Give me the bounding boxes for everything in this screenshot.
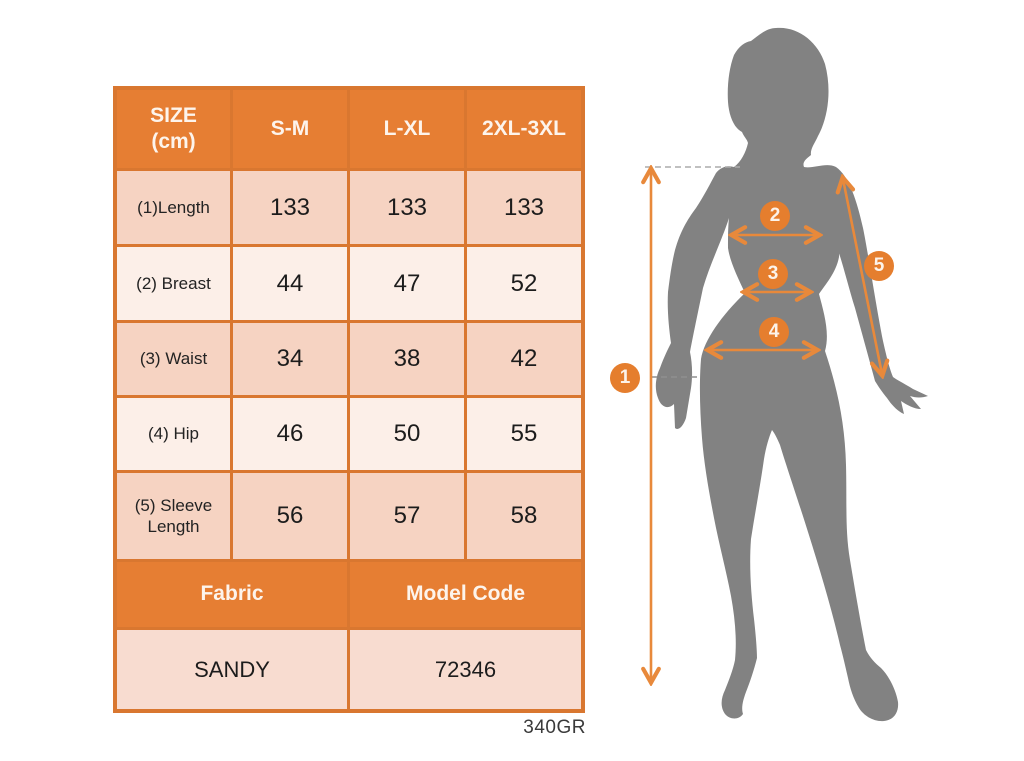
measure-badge-4: 4 (759, 317, 789, 347)
row-label-sleeve-length: (5) Sleeve Length (117, 473, 230, 559)
row-label-waist: (3) Waist (117, 323, 230, 395)
fabric-value: SANDY (117, 630, 347, 709)
value-breast-2xl-3xl: 52 (467, 247, 581, 320)
sleeve-arrow (843, 179, 882, 374)
measure-badge-5: 5 (864, 251, 894, 281)
column-header-s-m: S-M (233, 90, 347, 168)
value-sleeve-s-m: 56 (233, 473, 347, 559)
weight-note: 340GR (523, 717, 586, 738)
value-waist-2xl-3xl: 42 (467, 323, 581, 395)
model-code-header: Model Code (350, 562, 581, 627)
size-unit-header: SIZE (cm) (117, 90, 230, 168)
value-hip-l-xl: 50 (350, 398, 464, 470)
value-waist-l-xl: 38 (350, 323, 464, 395)
measure-badge-1: 1 (610, 363, 640, 393)
value-waist-s-m: 34 (233, 323, 347, 395)
value-length-2xl-3xl: 133 (467, 171, 581, 244)
measure-badge-2: 2 (760, 201, 790, 231)
value-sleeve-l-xl: 57 (350, 473, 464, 559)
column-header-l-xl: L-XL (350, 90, 464, 168)
measure-badge-3: 3 (758, 259, 788, 289)
row-label-breast: (2) Breast (117, 247, 230, 320)
value-length-s-m: 133 (233, 171, 347, 244)
value-breast-s-m: 44 (233, 247, 347, 320)
model-code-value: 72346 (350, 630, 581, 709)
value-length-l-xl: 133 (350, 171, 464, 244)
value-hip-s-m: 46 (233, 398, 347, 470)
value-breast-l-xl: 47 (350, 247, 464, 320)
column-header-2xl-3xl: 2XL-3XL (467, 90, 581, 168)
value-sleeve-2xl-3xl: 58 (467, 473, 581, 559)
row-label-length: (1)Length (117, 171, 230, 244)
size-chart-table: SIZE (cm) S-M L-XL 2XL-3XL (1)Length 133… (113, 86, 585, 713)
row-label-hip: (4) Hip (117, 398, 230, 470)
value-hip-2xl-3xl: 55 (467, 398, 581, 470)
female-silhouette (655, 27, 928, 722)
fabric-header: Fabric (117, 562, 347, 627)
